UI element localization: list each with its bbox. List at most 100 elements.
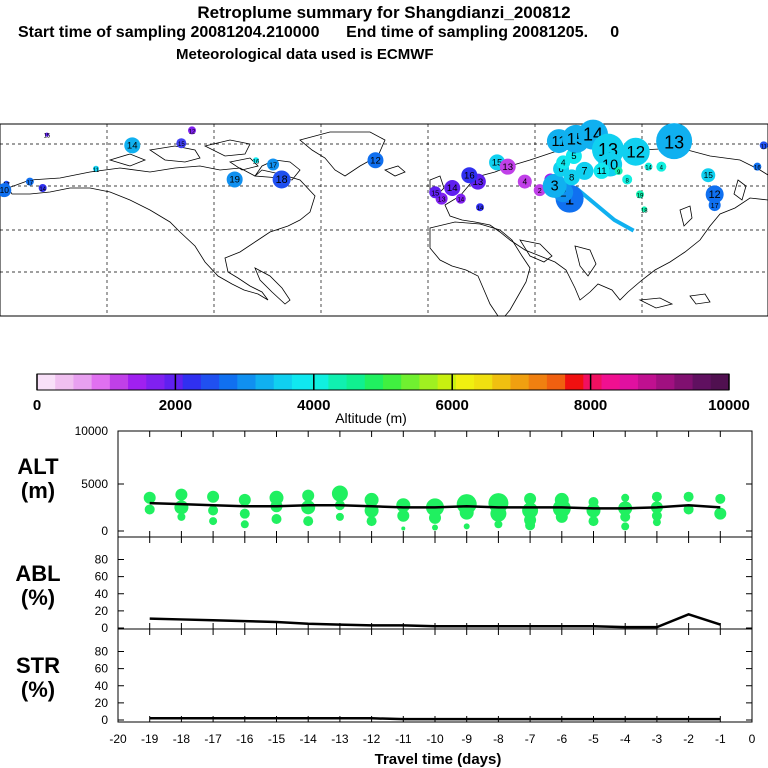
altitude-point [240, 520, 249, 529]
altitude-point [144, 504, 155, 515]
x-tick-label: -17 [204, 732, 222, 746]
map-marker [367, 152, 384, 169]
y-tick-label: 20 [95, 604, 109, 618]
altitude-point [207, 490, 220, 503]
map-marker [753, 162, 762, 171]
map-marker-label: 15 [178, 142, 185, 148]
map-marker-label: 16 [253, 159, 260, 165]
colorbar-swatch [637, 374, 657, 390]
x-tick-label: -20 [109, 732, 127, 746]
x-tick-label: -16 [236, 732, 254, 746]
altitude-point [555, 510, 568, 523]
x-axis-label: Travel time (days) [375, 751, 502, 768]
map-markers: 1415161719181211171017141215131415131416… [0, 119, 768, 233]
panel-abl: ABL(%) 80 60 40 20 0 [15, 536, 753, 635]
altitude-point [364, 492, 379, 507]
map-marker-label: 19 [637, 193, 644, 199]
map-marker [701, 168, 716, 183]
altitude-point [621, 522, 630, 531]
y-tick-label: 0 [101, 524, 108, 538]
map-marker-label: 2 [538, 186, 542, 195]
colorbar-swatch [182, 374, 202, 390]
colorbar-swatch [510, 374, 530, 390]
map-marker-label: 13 [664, 132, 684, 152]
altitude-point [303, 516, 314, 527]
abl-line [149, 612, 721, 629]
y-tick-label: 80 [95, 645, 109, 659]
colorbar-swatch [546, 374, 566, 390]
colorbar-swatch [273, 374, 293, 390]
map-marker-label: 8 [626, 178, 630, 184]
colorbar-tick-label: 4000 [297, 397, 330, 414]
altitude-point [143, 491, 156, 504]
colorbar-swatch [474, 374, 493, 390]
map-marker-label: 14 [477, 206, 484, 212]
altitude-point [621, 493, 630, 502]
altitude-mean-line [149, 501, 721, 510]
altitude-point [494, 520, 503, 529]
map-marker-label: 19 [229, 175, 240, 186]
x-tick-label: -5 [588, 732, 599, 746]
colorbar-swatch [328, 374, 348, 390]
x-tick-label: -11 [395, 732, 412, 746]
map-marker [444, 180, 461, 196]
map-marker-label: 13 [473, 177, 484, 188]
panel-ylabel: STR [16, 653, 60, 678]
colorbar-swatch [492, 374, 511, 390]
map-marker [656, 123, 693, 160]
colorbar-swatch [419, 374, 439, 390]
map-marker [636, 190, 644, 199]
colorbar-swatch [401, 374, 420, 390]
altitude-point [463, 523, 470, 530]
map-marker-label: 17 [27, 181, 34, 187]
colorbar-swatch [656, 374, 675, 390]
colorbar-swatch [237, 374, 257, 390]
panel-yunit: (m) [21, 478, 55, 503]
altitude-point [588, 516, 599, 527]
x-tick-label: -6 [556, 732, 567, 746]
y-tick-label: 40 [95, 679, 109, 693]
map-marker [593, 162, 610, 179]
map-marker-label: 5 [571, 151, 576, 162]
map-marker-label: 18 [276, 174, 288, 186]
y-tick-label: 5000 [81, 477, 108, 491]
y-tick-label: 0 [101, 713, 108, 727]
colorbar-swatch [55, 374, 74, 390]
altitude-point [175, 488, 188, 501]
map-marker-label: 4 [561, 157, 566, 167]
map-marker-label: 11 [761, 144, 768, 150]
altitude-point [239, 508, 250, 519]
met-data-label: Meteorological data used is ECMWF [176, 46, 434, 63]
trajectory-line [574, 186, 635, 233]
altitude-point [271, 513, 282, 524]
start-time-label: Start time of sampling 20081204.210000 [18, 24, 320, 41]
y-tick-label: 40 [95, 587, 109, 601]
altitude-point [432, 524, 438, 531]
colorbar-swatch [219, 374, 238, 390]
map-marker [176, 138, 187, 149]
map-marker-label: 13 [502, 162, 513, 173]
colorbar-tick-label: 8000 [574, 397, 607, 414]
colorbar-tick-label: 6000 [436, 397, 469, 414]
colorbar-swatch [128, 374, 147, 390]
panel-frame [117, 536, 753, 630]
sampling-times: Start time of sampling 20081204.210000 E… [18, 24, 768, 42]
altitude-point [301, 500, 316, 515]
panel-yunit: (%) [21, 677, 55, 702]
y-tick-label: 60 [95, 662, 109, 676]
colorbar-swatch [146, 374, 165, 390]
altitude-point [651, 510, 662, 521]
map-marker-label: 17 [269, 161, 277, 170]
x-tick-label: -3 [652, 732, 663, 746]
time-series-panels: ALT(m)1000050000ABL(%)806040200STR(%)806… [15, 424, 755, 746]
colorbar-tick-label: 10000 [708, 397, 750, 414]
map-marker [272, 170, 291, 189]
map-marker [455, 193, 466, 204]
map-marker-label: 15 [492, 158, 503, 169]
colorbar-swatch [601, 374, 621, 390]
altitude-point [715, 493, 726, 504]
str-line [149, 717, 721, 721]
x-tick-label: -14 [300, 732, 318, 746]
altitude-point [651, 491, 662, 502]
altitude-point [401, 526, 406, 531]
